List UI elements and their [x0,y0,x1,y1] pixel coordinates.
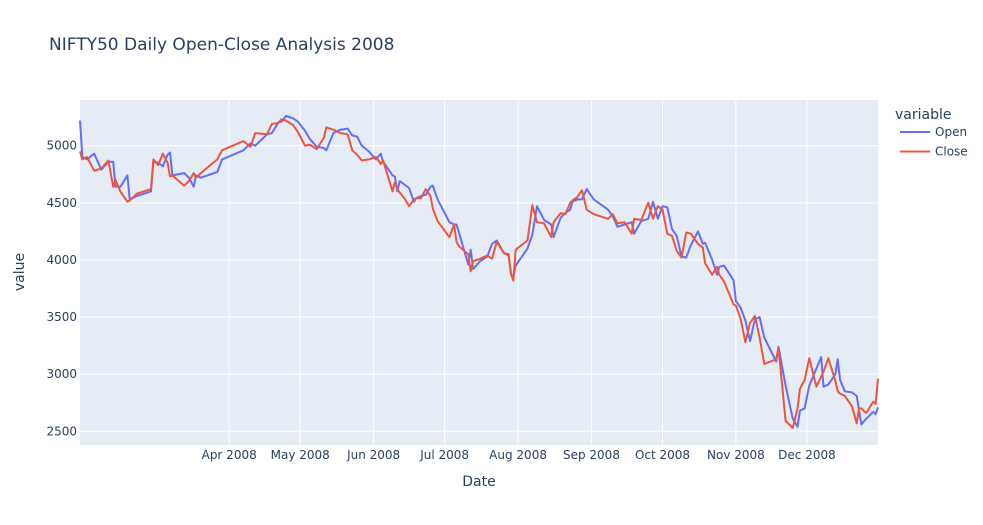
legend-title: variable [895,107,951,123]
x-tick-label: Nov 2008 [707,448,765,462]
x-tick-label: Aug 2008 [489,448,547,462]
legend-label: Close [935,145,968,159]
x-tick-label: Oct 2008 [635,448,690,462]
series-line-close[interactable] [79,118,879,429]
legend-item-close[interactable]: Close [900,145,968,159]
x-tick-label: May 2008 [271,448,330,462]
x-tick-label: Dec 2008 [778,448,836,462]
legend: variable Open Close [895,107,968,159]
x-axis-ticks: Apr 2008 May 2008 Jun 2008 Jul 2008 Aug 2008… [202,448,836,462]
y-tick-label: 4500 [46,196,77,210]
x-tick-label: Jul 2008 [419,448,469,462]
x-tick-label: Sep 2008 [563,448,620,462]
legend-label: Open [935,125,967,139]
chart-title: NIFTY50 Daily Open-Close Analysis 2008 [49,35,394,55]
series-lines [79,115,879,429]
y-axis-title: value [12,253,28,291]
y-tick-label: 2500 [46,424,77,438]
x-tick-label: Apr 2008 [202,448,257,462]
y-tick-label: 4000 [46,253,77,267]
y-axis-ticks: 2500 3000 3500 4000 4500 5000 [46,139,77,439]
y-tick-label: 3500 [46,310,77,324]
legend-item-open[interactable]: Open [900,125,967,139]
x-axis-title: Date [462,474,495,490]
y-tick-label: 3000 [46,367,77,381]
y-tick-label: 5000 [46,139,77,153]
x-tick-label: Jun 2008 [346,448,400,462]
plot-area[interactable] [80,100,878,445]
